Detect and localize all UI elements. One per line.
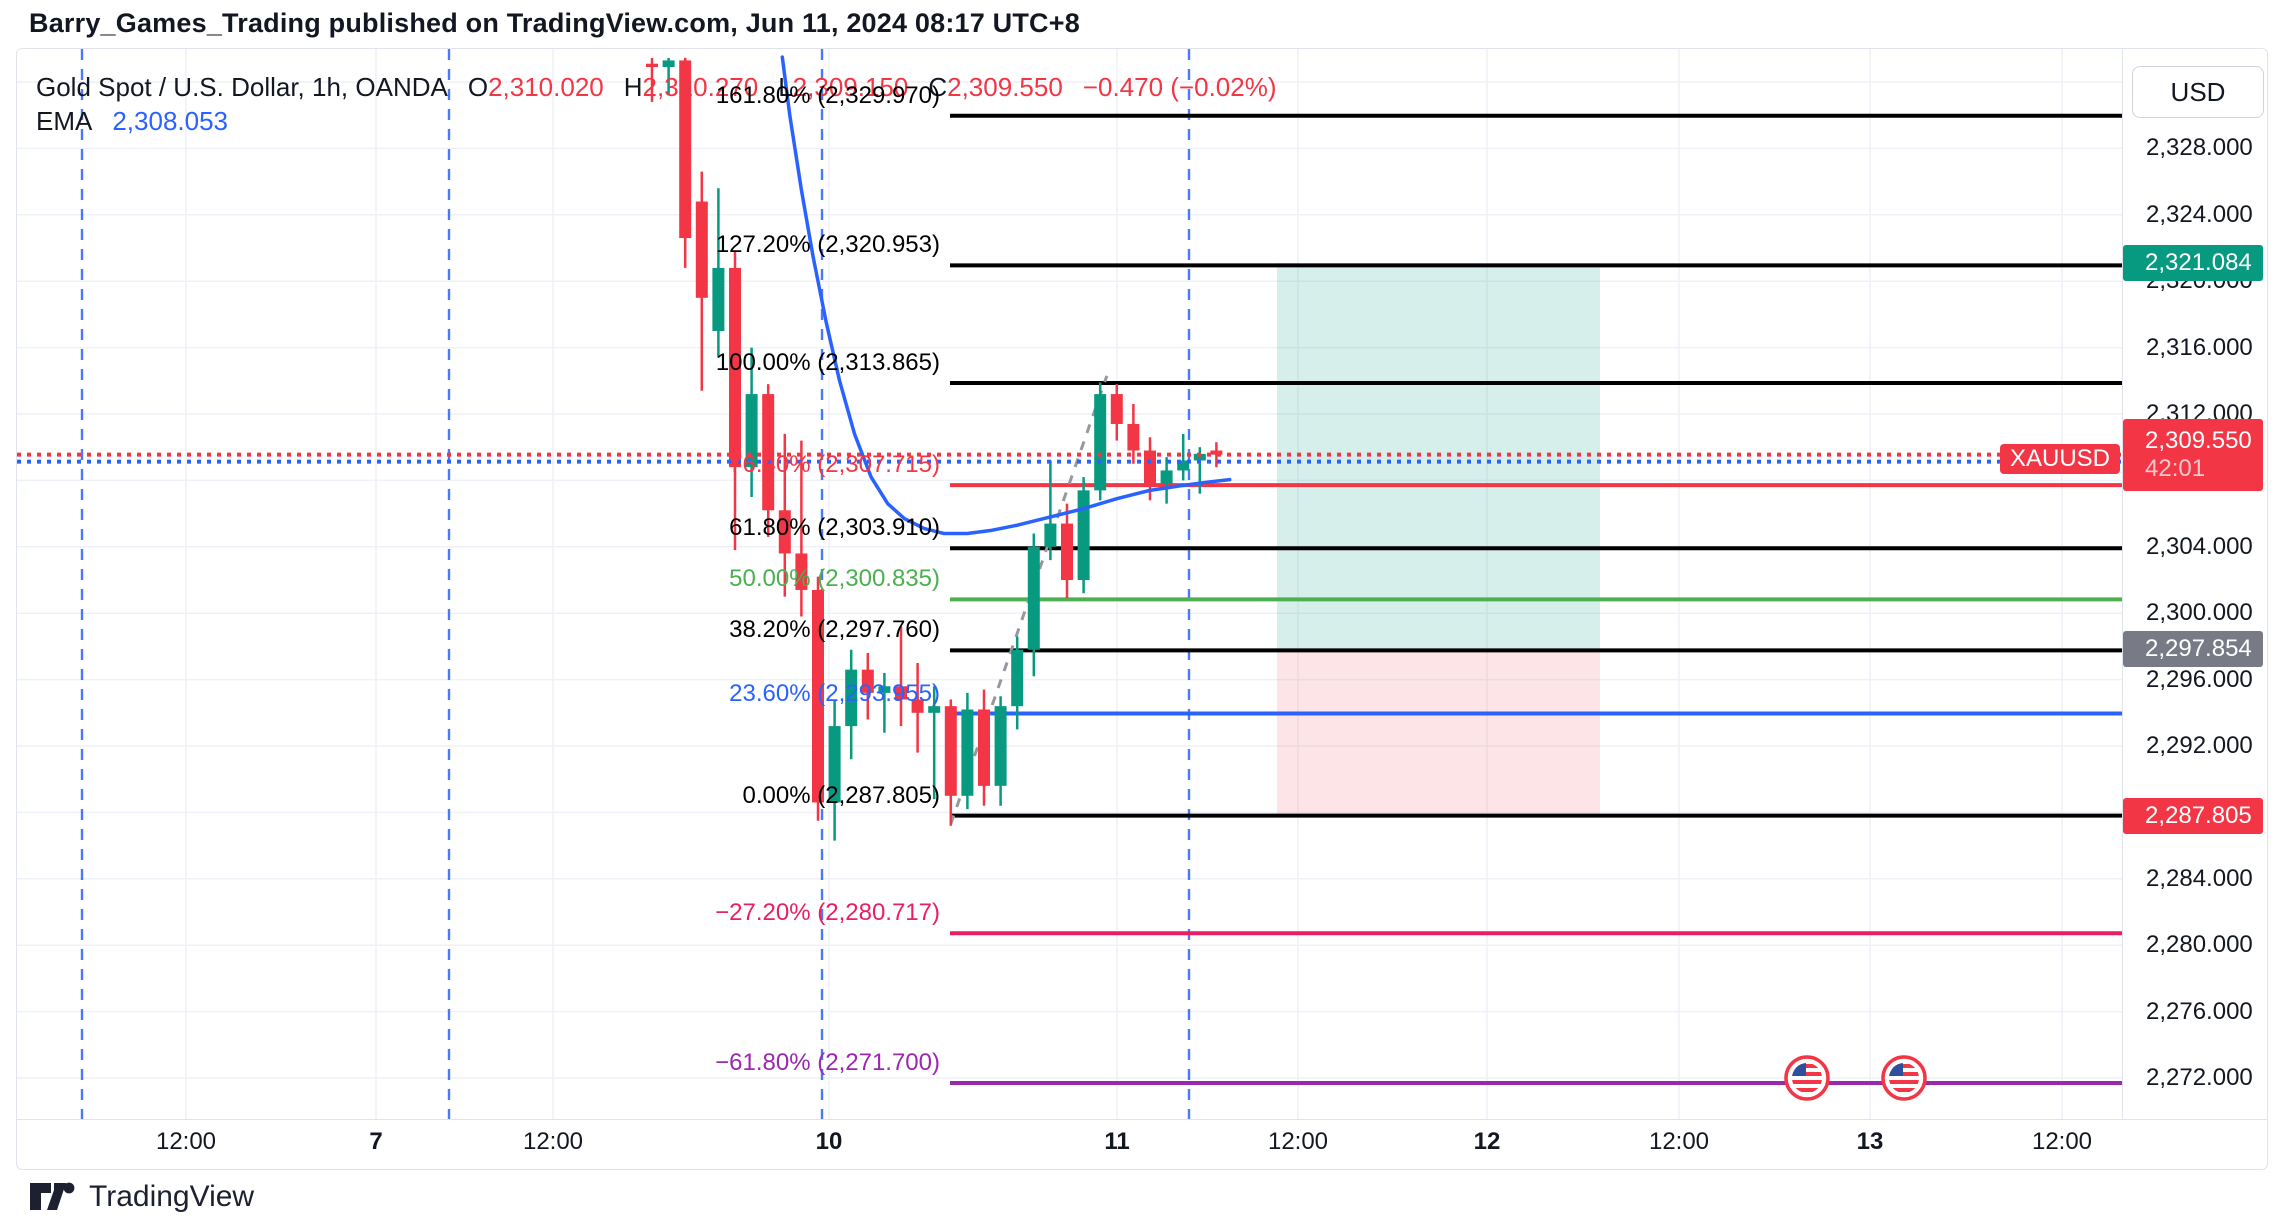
last-price-value: 2,309.550 (2145, 426, 2252, 454)
fib-level-label: 100.00% (2,313.865) (715, 349, 940, 377)
time-axis-day-label: 7 (369, 1128, 383, 1155)
attribution-bar: Barry_Games_Trading published on Trading… (0, 0, 2284, 46)
entry-price-badge: 2,297.854 (2123, 630, 2263, 667)
price-tick-label: 2,328.000 (2146, 134, 2253, 162)
symbol-title[interactable]: Gold Spot / U.S. Dollar, 1h, OANDA (36, 71, 448, 102)
close-value: 2,309.550 (947, 71, 1063, 102)
fib-level-label: 50.00% (2,300.835) (729, 565, 940, 593)
symbol-name-badge: XAUUSD (2000, 444, 2120, 474)
time-axis-day-label: 11 (1104, 1128, 1130, 1155)
time-axis-day-label: 12 (1473, 1128, 1501, 1155)
tradingview-logo-text: TradingView (89, 1180, 255, 1213)
bar-countdown: 42:01 (2145, 454, 2206, 482)
price-tick-label: 2,324.000 (2146, 200, 2253, 228)
change-value: −0.470 (−0.02%) (1082, 71, 1277, 102)
chart-widget-frame (16, 48, 2268, 1170)
fib-level-label: 23.60% (2,293.955) (729, 679, 940, 707)
fib-level-label: 161.80% (2,329.970) (715, 81, 940, 109)
ema-label: EMA (36, 105, 93, 136)
price-axis[interactable]: USD (2123, 49, 2268, 1119)
time-axis-label: 12:00 (1648, 1128, 1710, 1155)
close-label: C (928, 71, 948, 102)
fib-level-label: 38.20% (2,297.760) (729, 616, 940, 644)
take-profit-price-badge: 2,321.084 (2123, 245, 2263, 282)
stop-loss-price-badge: 2,287.805 (2123, 797, 2263, 834)
ema-legend-row[interactable]: EMA 2,308.053 (36, 104, 1277, 138)
attribution-text: Barry_Games_Trading published on Trading… (29, 7, 1080, 38)
price-axis-separator[interactable] (2122, 49, 2123, 1119)
low-value: 2,309.150 (792, 71, 909, 102)
price-tick-label: 2,272.000 (2146, 1064, 2253, 1091)
price-tick-label: 2,276.000 (2146, 997, 2253, 1025)
high-label: H (623, 71, 643, 102)
symbol-legend-row[interactable]: Gold Spot / U.S. Dollar, 1h, OANDA O 2,3… (36, 70, 1277, 104)
tradingview-logo[interactable]: TradingView (29, 1180, 254, 1214)
time-axis-label: 12:00 (155, 1128, 217, 1155)
open-label: O (467, 71, 489, 102)
fib-level-label: −27.20% (2,280.717) (715, 899, 940, 927)
time-axis-day-label: 10 (815, 1128, 843, 1155)
high-value: 2,310.270 (642, 71, 759, 102)
time-axis-label: 12:00 (522, 1128, 584, 1155)
open-value: 2,310.020 (488, 71, 604, 102)
price-tick-label: 2,284.000 (2146, 864, 2253, 892)
price-tick-label: 2,292.000 (2146, 732, 2253, 759)
time-axis[interactable]: 12:00 7 12:00 10 11 12:00 12 12:00 13 12:00 (17, 1120, 2267, 1168)
ema-value: 2,308.053 (112, 105, 229, 136)
price-tick-label: 2,280.000 (2146, 931, 2253, 959)
time-axis-label: 12:00 (2031, 1128, 2093, 1155)
fib-level-label: 0.00% (2,287.805) (742, 781, 940, 809)
low-label: L (778, 71, 793, 102)
time-axis-label: 12:00 (1267, 1128, 1329, 1155)
time-axis-day-label: 13 (1856, 1128, 1884, 1155)
fib-level-label: 127.20% (2,320.953) (715, 231, 940, 259)
tradingview-logo-icon (30, 1182, 75, 1210)
price-tick-label: 2,316.000 (2146, 333, 2253, 361)
chart-legend: Gold Spot / U.S. Dollar, 1h, OANDA O 2,3… (36, 70, 1277, 138)
time-axis-separator[interactable] (17, 1119, 2267, 1120)
currency-toggle-button[interactable]: USD (2132, 66, 2264, 118)
price-tick-label: 2,304.000 (2146, 532, 2253, 560)
fib-level-label: 76.40% (2,307.715) (729, 451, 940, 479)
price-tick-label: 2,296.000 (2146, 665, 2253, 693)
last-price-badge: 2,309.550 42:01 (2123, 418, 2263, 491)
fib-level-label: −61.80% (2,271.700) (715, 1048, 940, 1076)
fib-level-label: 61.80% (2,303.910) (729, 514, 940, 542)
price-tick-label: 2,300.000 (2146, 599, 2253, 627)
